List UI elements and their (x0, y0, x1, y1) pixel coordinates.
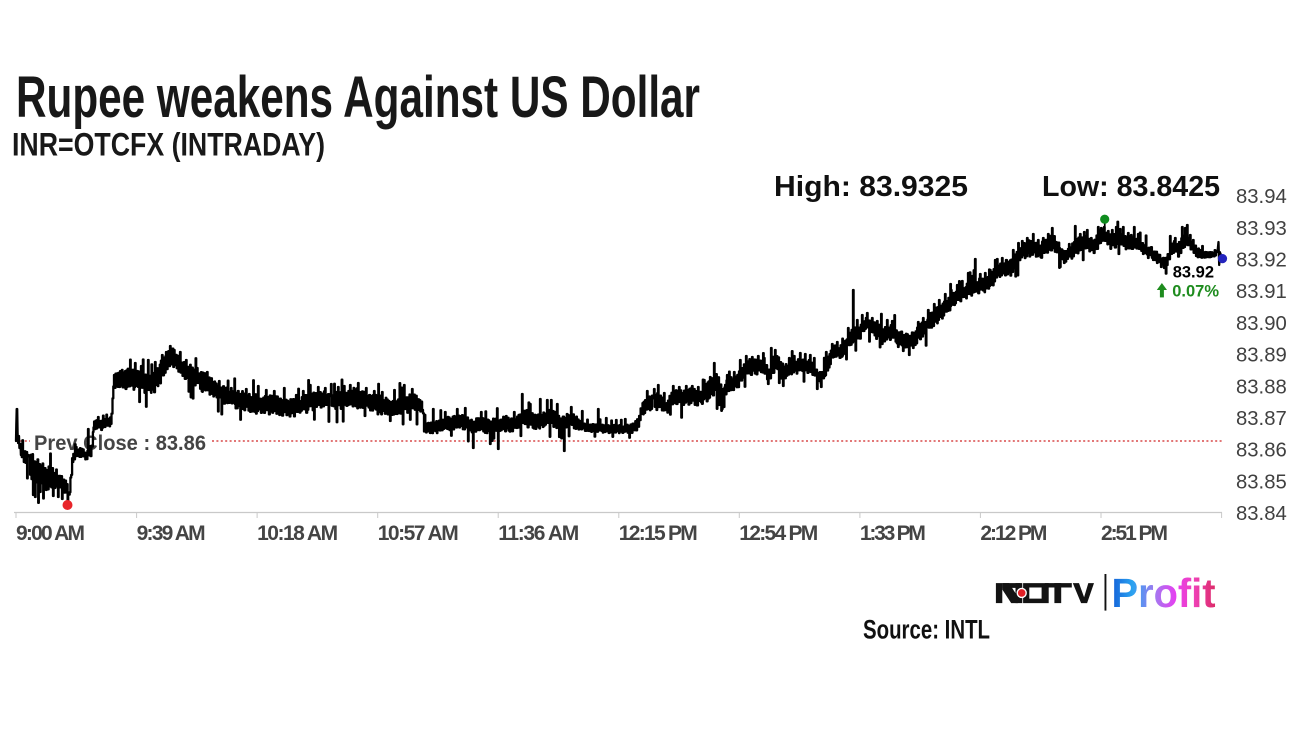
svg-text:INR=OTCFX (INTRADAY): INR=OTCFX (INTRADAY) (12, 127, 325, 163)
svg-text:83.92: 83.92 (1173, 264, 1214, 282)
svg-text:83.88: 83.88 (1236, 376, 1287, 398)
svg-text:10:18 AM: 10:18 AM (257, 522, 338, 545)
svg-text:12:54 PM: 12:54 PM (739, 522, 818, 545)
svg-text:83.89: 83.89 (1236, 345, 1287, 367)
svg-text:9:00 AM: 9:00 AM (16, 522, 85, 545)
svg-text:Source: INTL: Source: INTL (863, 615, 990, 645)
svg-text:9:39 AM: 9:39 AM (137, 522, 206, 545)
svg-text:83.94: 83.94 (1236, 186, 1287, 208)
svg-text:Rupee weakens Against US Dolla: Rupee weakens Against US Dollar (16, 65, 700, 130)
svg-text:83.85: 83.85 (1236, 471, 1287, 493)
svg-text:83.90: 83.90 (1236, 313, 1287, 335)
svg-text:2:12 PM: 2:12 PM (980, 522, 1047, 545)
svg-text:11:36 AM: 11:36 AM (498, 522, 579, 545)
svg-text:83.91: 83.91 (1236, 281, 1287, 303)
svg-text:Low: 83.8425: Low: 83.8425 (1042, 171, 1220, 203)
svg-text:83.84: 83.84 (1236, 503, 1287, 525)
svg-text:1:33 PM: 1:33 PM (860, 522, 926, 545)
svg-text:Profit: Profit (1112, 570, 1216, 616)
svg-text:83.86: 83.86 (1236, 440, 1287, 462)
svg-text:High: 83.9325: High: 83.9325 (774, 171, 968, 203)
svg-text:83.92: 83.92 (1236, 250, 1287, 272)
svg-text:0.07%: 0.07% (1172, 283, 1219, 301)
svg-text:83.87: 83.87 (1236, 408, 1287, 430)
svg-text:83.93: 83.93 (1236, 218, 1287, 240)
svg-text:2:51 PM: 2:51 PM (1101, 522, 1168, 545)
svg-text:12:15 PM: 12:15 PM (619, 522, 698, 545)
svg-text:Prev Close : 83.86: Prev Close : 83.86 (34, 432, 206, 455)
svg-text:10:57 AM: 10:57 AM (378, 522, 459, 545)
